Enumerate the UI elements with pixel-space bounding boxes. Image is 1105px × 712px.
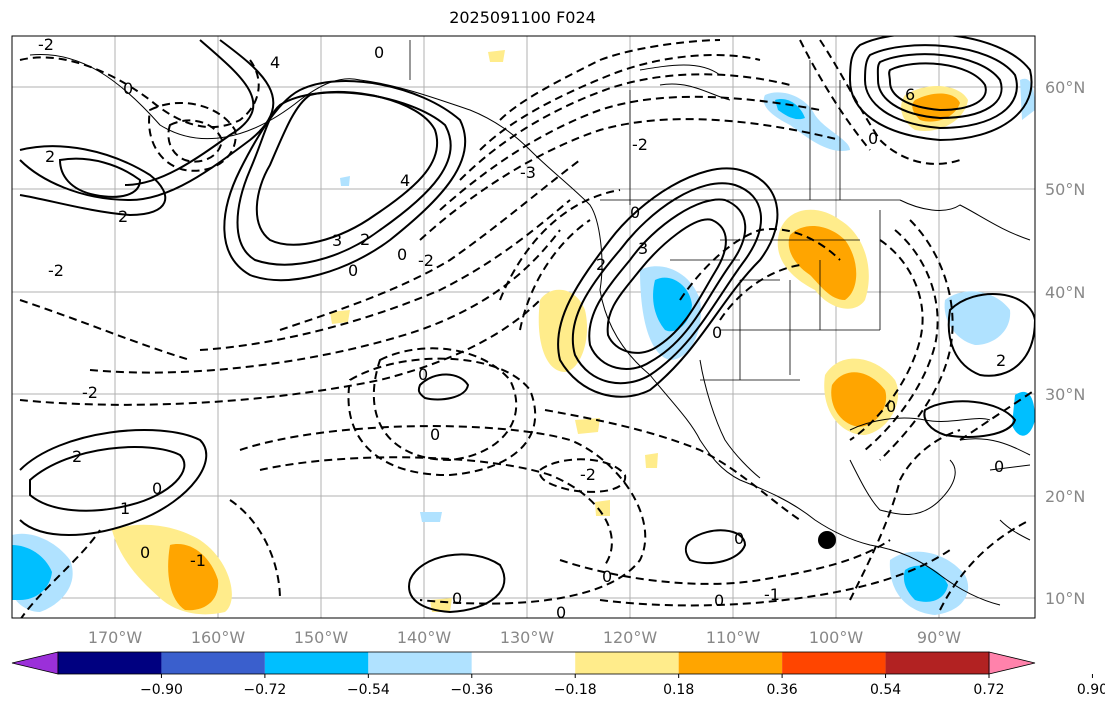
- contour-label: 0: [123, 79, 133, 98]
- lon-label: 140°W: [397, 628, 452, 647]
- lon-label: 100°W: [809, 628, 864, 647]
- contour-label: 0: [886, 397, 896, 416]
- map-area: [12, 36, 1035, 618]
- contour-label: 4: [270, 53, 280, 72]
- contour-label: 0: [712, 323, 722, 342]
- lat-label: 10°N: [1045, 589, 1085, 608]
- lon-label: 160°W: [191, 628, 246, 647]
- colorbar: −0.90 −0.72 −0.54 −0.36 −0.18 0.18 0.36 0.54 0.7…: [11, 651, 1105, 698]
- contour-label: 2: [45, 147, 55, 166]
- contour-label: 0: [374, 43, 384, 62]
- contour-label: -1: [190, 551, 206, 570]
- lat-axis: 60°N 50°N 40°N 30°N 20°N 10°N: [1045, 78, 1085, 608]
- contour-label: 2: [72, 447, 82, 466]
- lat-label: 20°N: [1045, 487, 1085, 506]
- lon-label: 150°W: [294, 628, 349, 647]
- colorbar-tick-label: 0.18: [663, 682, 694, 698]
- colorbar-tick-label: 0.72: [973, 682, 1004, 698]
- contour-label: 0: [430, 425, 440, 444]
- colorbar-segment: [885, 652, 989, 674]
- contour-label: 0: [714, 591, 724, 610]
- map-title: 2025091100 F024: [449, 8, 596, 27]
- lat-label: 40°N: [1045, 283, 1085, 302]
- contour-label: -2: [418, 251, 434, 270]
- lon-label: 170°W: [88, 628, 143, 647]
- colorbar-tick-label: 0.90: [1077, 682, 1105, 698]
- colorbar-segment: [678, 652, 783, 674]
- contour-label: 3: [638, 239, 648, 258]
- lon-axis: 170°W 160°W 150°W 140°W 130°W 120°W 110°…: [88, 628, 961, 647]
- lat-label: 60°N: [1045, 78, 1085, 97]
- colorbar-extend-high: [988, 651, 1036, 675]
- contour-label: 0: [452, 589, 462, 608]
- colorbar-tick-label: −0.18: [554, 682, 597, 698]
- lon-label: 110°W: [706, 628, 761, 647]
- contour-label: -2: [48, 261, 64, 280]
- lat-label: 50°N: [1045, 180, 1085, 199]
- lon-label: 120°W: [603, 628, 658, 647]
- contour-label: 0: [152, 479, 162, 498]
- contour-label: -2: [580, 465, 596, 484]
- contour-label: 0: [630, 203, 640, 222]
- contour-label: 2: [360, 230, 370, 249]
- contour-label: 0: [602, 567, 612, 586]
- colorbar-segment: [471, 652, 576, 674]
- station-marker: [818, 531, 836, 549]
- contour-label: -2: [632, 135, 648, 154]
- map-frame: [11, 35, 1036, 619]
- colorbar-tick-label: −0.36: [450, 682, 493, 698]
- colorbar-outline: [57, 651, 990, 675]
- contour-label: 3: [332, 231, 342, 250]
- contour-label: 0: [140, 543, 150, 562]
- solid-contours: [19, 36, 1035, 614]
- colorbar-tick-label: 0.36: [767, 682, 798, 698]
- contour-label: 0: [556, 603, 566, 622]
- contour-labels: -2 0 2 2 -2 4 0 4 3 2 0 0 -2 -3 -2 0 2 3…: [38, 35, 1006, 622]
- contour-label: 0: [734, 529, 744, 548]
- colorbar-tick-label: −0.90: [140, 682, 183, 698]
- colorbar-segment: [161, 652, 265, 674]
- contour-label: 0: [868, 129, 878, 148]
- colorbar-segment: [368, 652, 472, 674]
- colorbar-segment: [58, 652, 162, 674]
- lat-label: 30°N: [1045, 385, 1085, 404]
- contour-label: 0: [418, 365, 428, 384]
- lon-label: 130°W: [500, 628, 555, 647]
- colorbar-tick-label: −0.72: [243, 682, 286, 698]
- colorbar-segment: [264, 652, 369, 674]
- contour-label: 1: [120, 499, 130, 518]
- colorbar-segment: [575, 652, 679, 674]
- contour-label: 2: [996, 351, 1006, 370]
- contour-label: 4: [400, 171, 410, 190]
- colorbar-tick-label: −0.54: [347, 682, 390, 698]
- dashed-contours: [19, 39, 1035, 618]
- contour-label: 2: [596, 255, 606, 274]
- contour-label: 2: [118, 207, 128, 226]
- contour-label: -2: [38, 35, 54, 54]
- colorbar-segment: [782, 652, 886, 674]
- colorbar-extend-low: [11, 651, 59, 675]
- contour-label: 0: [348, 261, 358, 280]
- contour-label: 0: [397, 245, 407, 264]
- colorbar-tick-label: 0.54: [870, 682, 901, 698]
- contour-label: 0: [994, 457, 1004, 476]
- contour-label: -2: [82, 383, 98, 402]
- contour-label: 6: [905, 85, 915, 104]
- lon-label: 90°W: [917, 628, 961, 647]
- contour-label: -3: [520, 163, 536, 182]
- contour-label: -1: [764, 585, 780, 604]
